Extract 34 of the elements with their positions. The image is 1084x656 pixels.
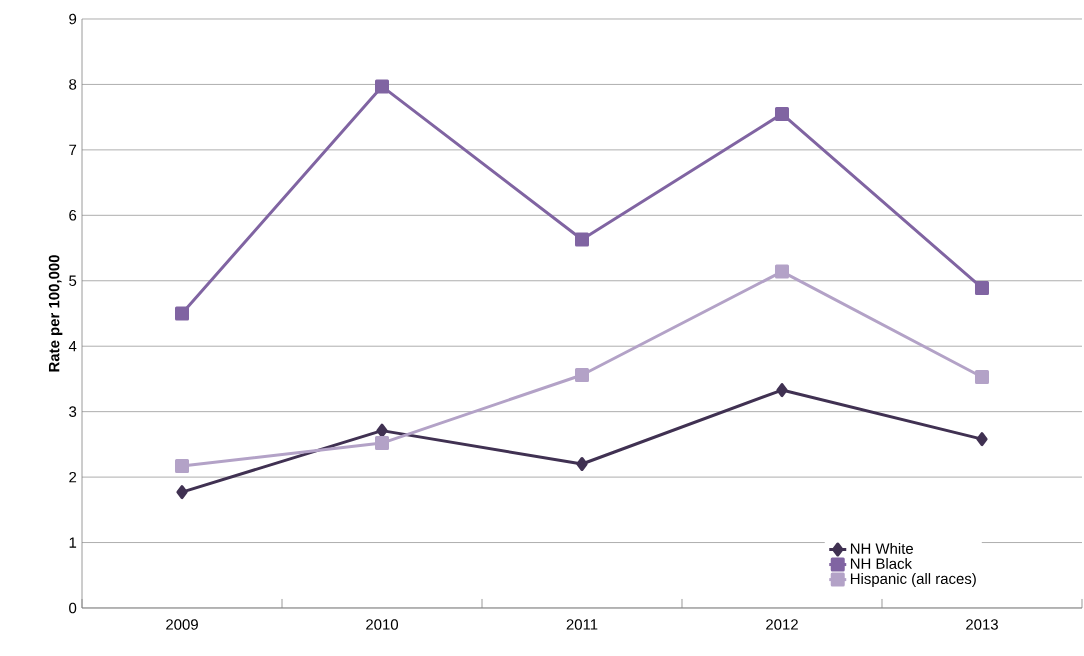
y-tick-label: 8 [69, 79, 77, 90]
point [175, 458, 190, 473]
point [375, 79, 389, 94]
point [774, 264, 789, 279]
point [176, 485, 188, 500]
x-tick-label: 2009 [166, 619, 198, 630]
point [575, 232, 589, 247]
x-tick-label: 2010 [366, 619, 399, 630]
point [974, 280, 989, 295]
legend-label: NH White [850, 542, 913, 554]
y-tick-label: 6 [69, 210, 77, 221]
y-tick-label: 5 [69, 275, 77, 286]
y-tick-label: 1 [69, 537, 77, 548]
legend-label: Hispanic (all races) [850, 573, 976, 587]
y-tick-label: 0 [69, 602, 77, 614]
y-tick-label: 4 [68, 341, 77, 352]
y-tick-label: 2 [69, 471, 77, 483]
point [974, 369, 989, 384]
point [774, 106, 789, 121]
point [976, 432, 988, 447]
y-tick-label: 9 [69, 13, 77, 25]
x-tick-label: 2012 [766, 619, 798, 630]
y-tick-label: 7 [69, 144, 77, 156]
point [175, 306, 190, 321]
x-tick-label: 2011 [566, 619, 598, 630]
x-tick-label: 2013 [966, 619, 998, 630]
point [575, 368, 589, 382]
point [776, 383, 788, 398]
point [375, 436, 389, 451]
y-tick-label: 3 [69, 406, 77, 417]
legend-label: NH Black [850, 558, 913, 569]
y-axis-title: Rate per 100,000 [48, 255, 63, 372]
point [376, 423, 388, 438]
point [576, 457, 588, 472]
